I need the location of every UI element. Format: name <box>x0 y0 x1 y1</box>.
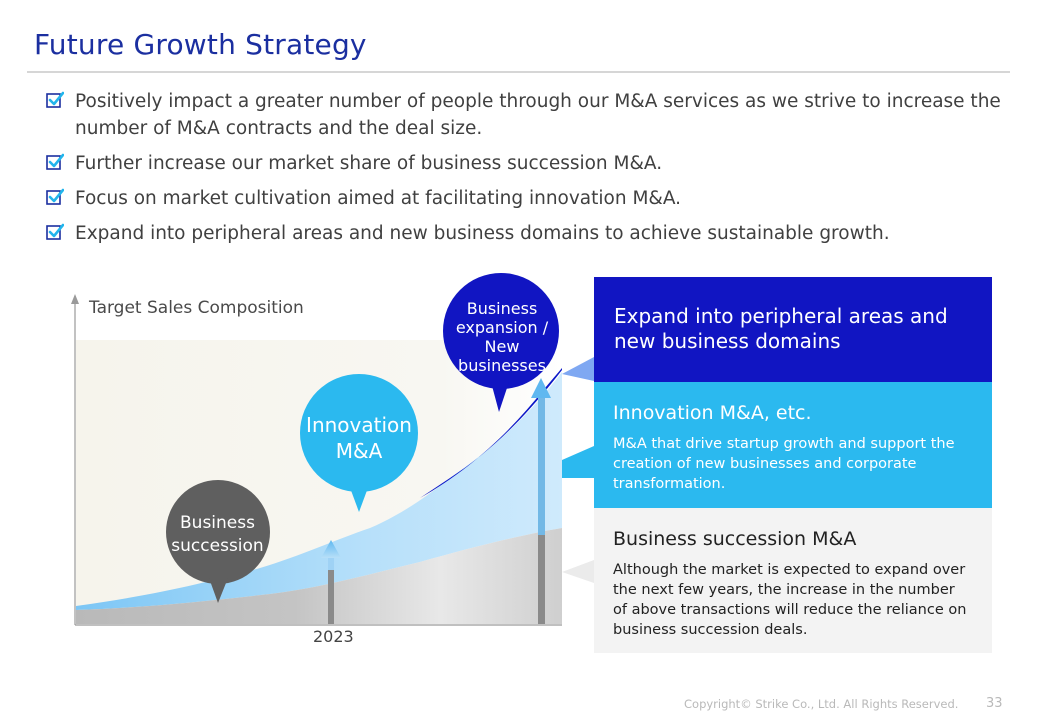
growth-arrow-2023-shaft <box>328 556 334 624</box>
checkbox-check-icon <box>46 188 64 205</box>
bullet-item: Focus on market cultivation aimed at fac… <box>46 185 1016 212</box>
page-number: 33 <box>986 696 1003 711</box>
growth-arrow-future-head <box>531 378 551 398</box>
succession-panel-heading: Business succession M&A <box>613 528 857 550</box>
innovation-area <box>76 372 562 610</box>
copyright-notice: Copyright© Strike Co., Ltd. All Rights R… <box>684 697 959 711</box>
bullet-text: Further increase our market share of bus… <box>75 153 663 174</box>
innovation-connector <box>562 446 594 478</box>
chart-label: Target Sales Composition <box>89 298 304 318</box>
bullet-item: Expand into peripheral areas and new bus… <box>46 220 1016 247</box>
succession-connector <box>562 560 594 583</box>
growth-arrow-2023-head <box>321 540 341 558</box>
innovation-bubble <box>300 374 418 512</box>
checkbox-check-icon <box>46 223 64 240</box>
innovation-panel-heading: Innovation M&A, etc. <box>613 402 812 424</box>
checkbox-check-icon <box>46 153 64 170</box>
x-axis-year-label: 2023 <box>313 627 354 646</box>
strategy-bullets: Positively impact a greater number of pe… <box>46 88 1016 255</box>
innovation-panel-description: M&A that drive startup growth and suppor… <box>613 436 955 492</box>
succession-bubble-label: Business succession <box>171 513 264 556</box>
bullet-item: Positively impact a greater number of pe… <box>46 88 1016 142</box>
innovation-bubble-label: Innovation M&A <box>306 413 412 463</box>
y-axis-arrowhead <box>71 294 79 304</box>
page-title: Future Growth Strategy <box>34 28 367 61</box>
succession-panel: Business succession M&A Although the mar… <box>594 508 992 653</box>
expansion-panel-heading: Expand into peripheral areas and new bus… <box>614 304 948 353</box>
expansion-panel: Expand into peripheral areas and new bus… <box>594 277 992 382</box>
expansion-bubble <box>443 273 559 412</box>
succession-bubble <box>166 480 270 603</box>
succession-panel-description: Although the market is expected to expan… <box>613 562 967 638</box>
growth-arrow-2023-top <box>328 558 334 570</box>
bullet-text: Positively impact a greater number of pe… <box>75 91 1001 139</box>
bullet-item: Further increase our market share of bus… <box>46 150 1016 177</box>
expansion-connector <box>562 357 594 381</box>
title-divider <box>27 71 1010 73</box>
expansion-bubble-label: Business expansion / New businesses <box>455 299 549 375</box>
growth-arrow-future-top <box>538 395 545 535</box>
bullet-text: Focus on market cultivation aimed at fac… <box>75 188 682 209</box>
checkbox-check-icon <box>46 91 64 108</box>
innovation-panel: Innovation M&A, etc. M&A that drive star… <box>594 382 992 508</box>
bullet-text: Expand into peripheral areas and new bus… <box>75 223 890 244</box>
succession-area <box>76 528 562 624</box>
